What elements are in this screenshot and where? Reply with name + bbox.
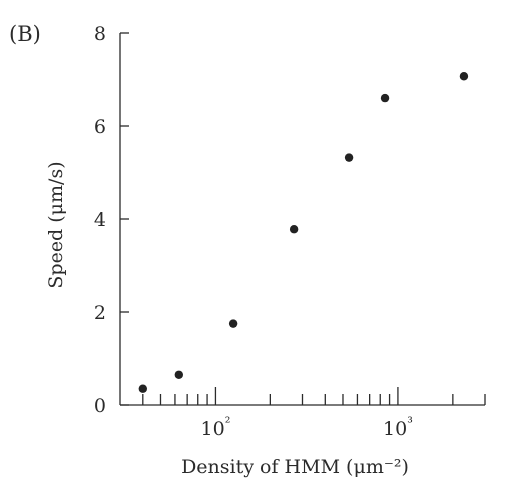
data-points xyxy=(138,72,469,393)
data-point xyxy=(289,225,299,234)
axes xyxy=(119,33,485,406)
y-tick-label: 0 xyxy=(94,395,106,417)
data-point xyxy=(228,319,238,328)
x-tick-label: 10² xyxy=(201,415,231,440)
y-tick-label: 4 xyxy=(94,209,106,231)
data-point xyxy=(344,153,354,162)
y-ticks: 0 2 4 6 8 xyxy=(94,23,129,417)
data-point xyxy=(138,384,148,393)
data-point xyxy=(174,370,184,379)
panel-label: (B) xyxy=(9,22,41,46)
data-point xyxy=(459,72,469,81)
y-axis-label: Speed (μm/s) xyxy=(45,161,67,288)
x-tick-label: 10³ xyxy=(383,415,413,440)
y-tick-label: 8 xyxy=(94,23,106,45)
x-ticks: 10² 10³ xyxy=(142,387,486,440)
y-tick-label: 2 xyxy=(94,302,106,324)
data-point xyxy=(380,93,390,103)
x-axis-label: Density of HMM (μm⁻²) xyxy=(181,456,409,478)
y-tick-label: 6 xyxy=(94,116,106,138)
